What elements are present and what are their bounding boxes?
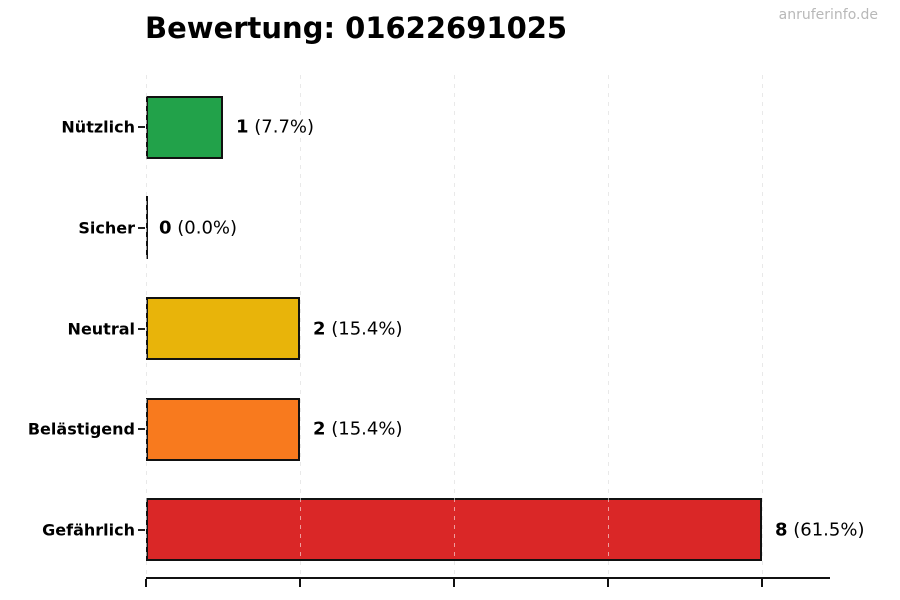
value-label: 1 (7.7%) [236,117,314,138]
y-tick [138,327,145,330]
y-tick [138,126,145,129]
y-tick [138,428,145,431]
x-tick [145,579,147,587]
y-tick [138,226,145,229]
bar-sicher [146,196,148,260]
x-tick [299,579,301,587]
chart-title: Bewertung: 01622691025 [145,11,568,45]
value-count: 0 [159,217,172,239]
value-count: 2 [313,318,326,339]
value-label: 2 (15.4%) [313,419,402,440]
bar-neutral [146,297,300,360]
bar-belästigend [146,397,300,461]
value-count: 1 [236,116,249,138]
category-label: Neutral [67,319,135,338]
category-label: Belästigend [27,419,135,439]
y-tick [138,528,145,531]
watermark: anruferinfo.de [778,7,878,23]
gridline-overlay [299,75,301,578]
x-axis [146,577,830,579]
value-percent: (7.7%) [248,116,315,138]
gridline-overlay [607,75,609,578]
value-label: 2 (15.4%) [313,318,402,339]
value-count: 2 [313,418,326,440]
x-tick [761,579,763,587]
value-label: 8 (61.5%) [775,519,864,540]
x-tick [453,579,455,587]
value-percent: (15.4%) [325,418,403,440]
category-label: Gefährlich [42,520,135,540]
gridline-overlay [453,75,455,578]
value-percent: (61.5%) [787,519,865,541]
value-percent: (0.0%) [171,217,238,239]
gridline-overlay [761,75,763,578]
x-tick [607,579,609,587]
bar-nützlich [146,95,223,159]
plot-area [145,75,820,578]
gridline-overlay [145,75,147,578]
category-label: Sicher [78,218,135,238]
value-percent: (15.4%) [325,318,403,339]
category-label: Nützlich [61,117,135,137]
value-label: 0 (0.0%) [159,217,237,238]
value-count: 8 [775,519,788,541]
